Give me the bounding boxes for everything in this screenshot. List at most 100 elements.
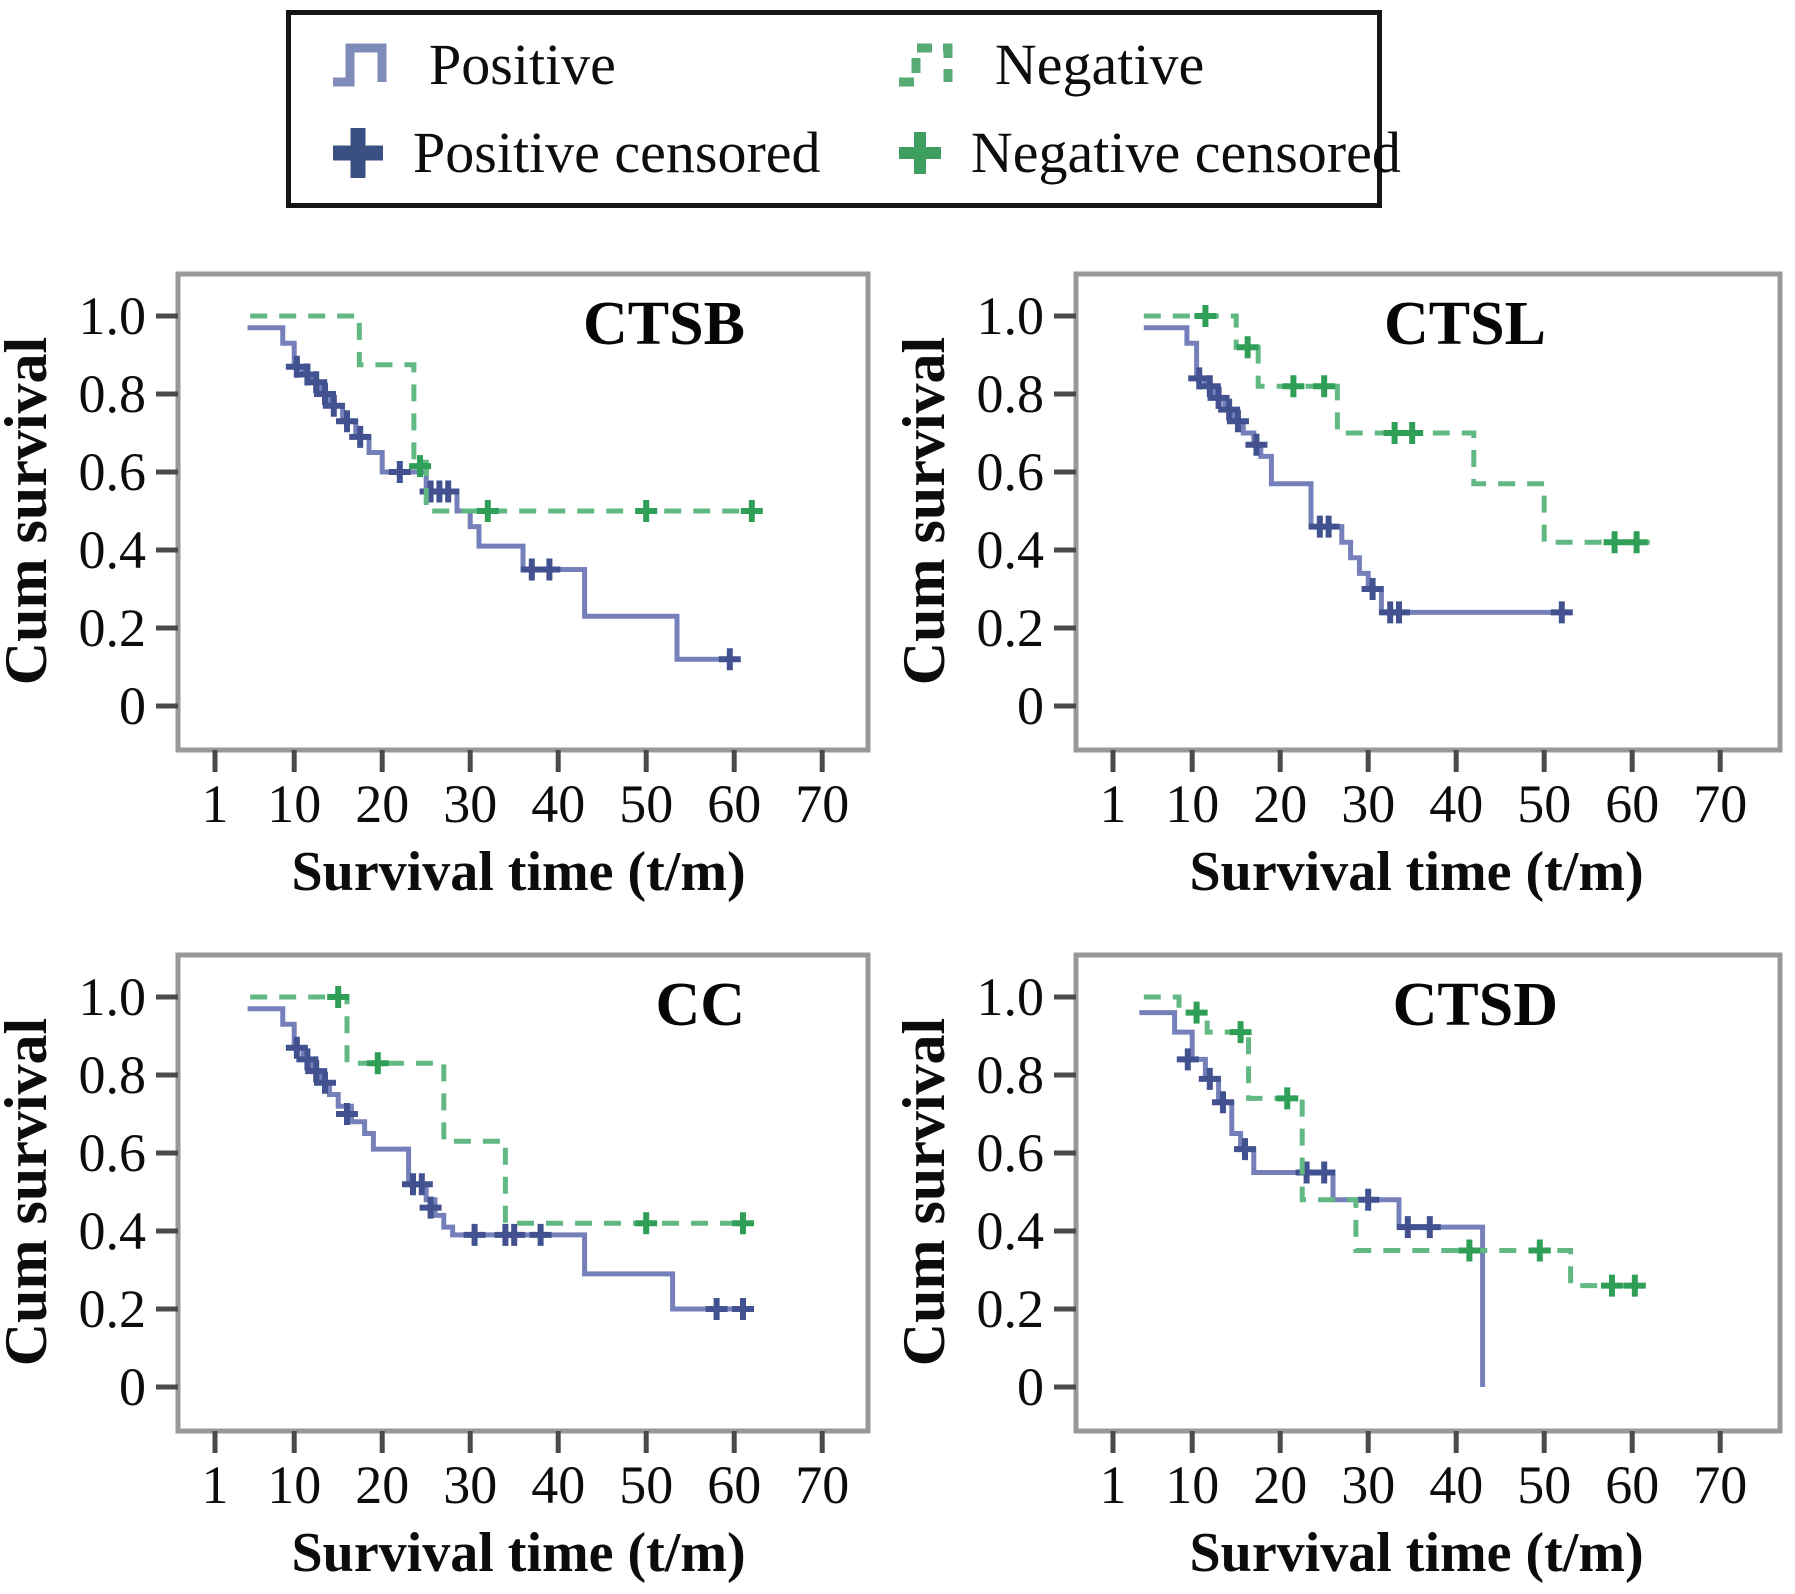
legend-label-positive-censored: Positive censored [413, 120, 821, 185]
plot-frame [1073, 271, 1783, 753]
positive-censored-mark [1396, 1216, 1419, 1239]
positive-censored-mark [305, 371, 328, 394]
positive-censored-mark [410, 1173, 433, 1196]
positive-survival-curve [1143, 325, 1562, 615]
positive-censored-mark [1226, 410, 1249, 433]
y-tick-label: 1.0 [977, 967, 1045, 1027]
y-tick-label: 0.2 [977, 1279, 1045, 1339]
y-tick-label: 0 [119, 676, 146, 736]
negative-censored-mark [1458, 1239, 1481, 1262]
y-tick-label: 1.0 [79, 967, 147, 1027]
y-tick-label: 0.6 [977, 1123, 1045, 1183]
y-axis-title: Cum survival [898, 337, 957, 685]
x-tick-label: 40 [531, 1455, 585, 1515]
negative-censored-mark [476, 500, 499, 522]
positive-line-icon [333, 43, 387, 87]
x-tick-label: 50 [619, 774, 673, 834]
positive-censored-mark [1361, 578, 1384, 600]
positive-censored-mark [419, 1196, 442, 1219]
y-tick-label: 0 [1017, 1357, 1044, 1417]
positive-censored-plus-icon [333, 128, 383, 178]
negative-censored-mark [1185, 1001, 1208, 1024]
positive-censored-mark [1176, 1048, 1199, 1071]
y-tick-label: 0.4 [977, 520, 1045, 580]
x-tick-label: 40 [1429, 1455, 1483, 1515]
panel-title: CTSD [1393, 971, 1558, 1039]
x-tick-label: 20 [355, 774, 409, 834]
y-tick-label: 0.4 [79, 1201, 147, 1261]
positive-censored-mark [1418, 1216, 1441, 1239]
positive-censored-mark [437, 480, 460, 503]
positive-censored-mark [1234, 1138, 1256, 1161]
y-tick-label: 0 [1017, 676, 1044, 736]
legend-item-positive-censored: Positive censored [329, 124, 895, 182]
positive-censored-mark [732, 1298, 754, 1320]
negative-censored-mark [740, 500, 763, 522]
ctsb-plot: 1.0 0.8 0.6 0.4 0.2 01 10 20 30 40 50 60 70 Survival … [0, 271, 871, 903]
positive-censored-mark [314, 383, 336, 405]
negative-censored-mark [1623, 1274, 1646, 1297]
negative-censored-mark [1600, 1274, 1623, 1297]
positive-survival-curve [247, 1006, 752, 1312]
legend-label-negative: Negative [994, 32, 1205, 97]
negative-censored-mark [1236, 336, 1259, 359]
x-tick-label: 60 [707, 1455, 761, 1515]
positive-censored-mark [529, 1223, 552, 1246]
negative-survival-curve [1143, 994, 1646, 1289]
panel-ctsl: 1.0 0.8 0.6 0.4 0.2 0 1 10 20 30 40 50 60 70 Survival … [898, 232, 1795, 913]
positive-censored-mark [1198, 375, 1221, 398]
y-tick-label: 1.0 [977, 286, 1045, 346]
x-tick-label: 10 [267, 774, 321, 834]
positive-censored-mark [1218, 398, 1241, 421]
positive-censored-mark [1245, 433, 1268, 456]
legend-label-negative-censored: Negative censored [970, 120, 1401, 185]
x-tick-label: 30 [443, 774, 497, 834]
x-tick-label: 1 [1100, 1455, 1127, 1515]
negative-censored-mark [1194, 305, 1217, 327]
y-axis-title: Cum survival [0, 337, 59, 685]
positive-censored-mark [322, 394, 345, 417]
x-tick-label: 20 [355, 1455, 409, 1515]
x-tick-label: 60 [1605, 1455, 1659, 1515]
x-tick-label: 40 [1429, 774, 1483, 834]
negative-censored-mark [366, 1052, 389, 1075]
negative-censored-mark [1282, 375, 1305, 398]
x-tick-label: 1 [202, 1455, 229, 1515]
positive-survival-curve [1139, 1010, 1486, 1387]
x-tick-label: 20 [1253, 774, 1307, 834]
cc-plot: 1.0 0.8 0.6 0.4 0.2 01 10 20 30 40 50 60 70 Survival … [0, 952, 871, 1584]
x-tick-label: 50 [619, 1455, 673, 1515]
positive-censored-mark [1212, 1091, 1234, 1114]
negative-censored-mark [1528, 1239, 1551, 1262]
y-tick-label: 0.2 [977, 598, 1045, 658]
positive-censored-mark [503, 1223, 526, 1246]
negative-survival-curve [250, 313, 757, 514]
legend-box: Positive Negative Positive censored Nega… [286, 10, 1401, 208]
negative-survival-curve [1143, 313, 1650, 545]
x-tick-label: 70 [795, 1455, 849, 1515]
x-tick-label: 70 [1693, 1455, 1747, 1515]
y-tick-label: 0.6 [79, 442, 147, 502]
x-tick-label: 50 [1517, 774, 1571, 834]
y-tick-label: 0.8 [79, 364, 147, 424]
positive-censored-mark [1207, 386, 1230, 409]
y-tick-label: 0.2 [79, 1279, 147, 1339]
legend-item-negative: Negative [895, 36, 1377, 94]
positive-censored-mark [718, 648, 741, 671]
x-tick-label: 10 [1165, 774, 1219, 834]
negative-censored-mark [1625, 531, 1648, 554]
y-tick-label: 0.4 [977, 1201, 1045, 1261]
panel-title: CTSB [583, 290, 745, 358]
negative-censored-mark [1229, 1021, 1252, 1044]
y-tick-label: 1.0 [79, 286, 147, 346]
x-axis-title: Survival time (t/m) [292, 1522, 746, 1584]
negative-censored-mark [1401, 422, 1424, 444]
panels-grid: 1.0 0.8 0.6 0.4 0.2 0 1 10 20 30 40 50 60 70 Survival … [0, 232, 1795, 1594]
x-axis-title: Survival time (t/m) [1190, 841, 1644, 903]
negative-censored-mark [1603, 531, 1626, 554]
panel-cc: 1.0 0.8 0.6 0.4 0.2 0 1 10 20 30 40 50 60 70 Survival … [0, 913, 898, 1594]
positive-censored-mark [296, 1048, 319, 1071]
y-tick-label: 0 [119, 1357, 146, 1417]
positive-censored-mark [305, 1060, 328, 1083]
